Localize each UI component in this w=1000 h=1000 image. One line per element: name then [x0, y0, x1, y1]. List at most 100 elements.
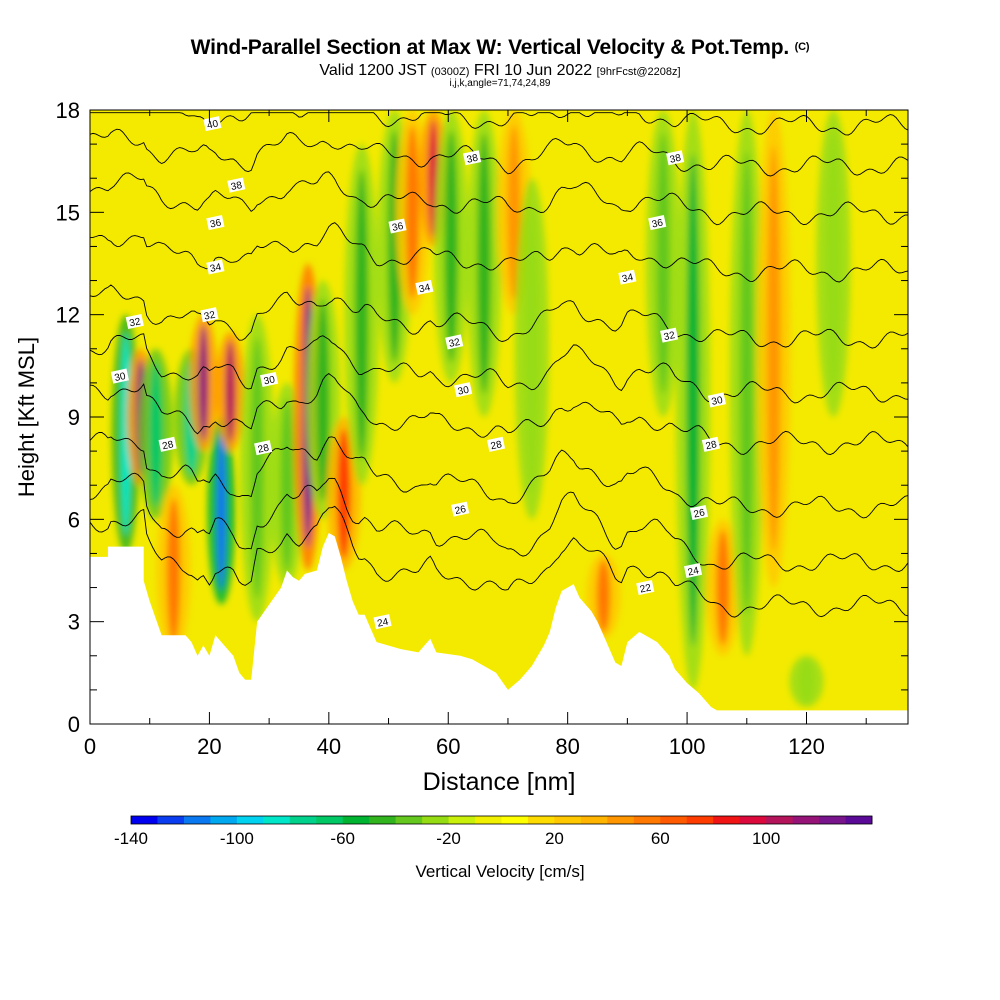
- y-tick-label: 0: [68, 712, 80, 737]
- contour-label-box: [260, 371, 279, 388]
- velocity-core: [799, 659, 814, 704]
- contour-label-box: [454, 382, 473, 398]
- valid-date: FRI 10 Jun 2022: [473, 62, 593, 79]
- contour-label: 38: [227, 177, 246, 193]
- contour-label: 26: [689, 504, 709, 521]
- colorbar-swatch: [527, 816, 555, 824]
- colorbar-swatch: [263, 816, 291, 824]
- y-tick-label: 15: [56, 200, 80, 225]
- colorbar-swatch: [792, 816, 820, 824]
- contour-label-box: [200, 307, 219, 323]
- contour-label-text: 36: [391, 221, 405, 234]
- velocity-core: [477, 133, 491, 394]
- colorbar-tick-label: 60: [651, 829, 670, 848]
- y-tick-label: 9: [68, 405, 80, 430]
- contour-label-text: 28: [705, 439, 719, 452]
- contour-label-box: [388, 218, 407, 234]
- contour-label: 36: [648, 215, 667, 231]
- theta-contour-26: [90, 431, 908, 519]
- contour-label-box: [125, 313, 144, 330]
- colorbar-swatch: [289, 816, 317, 824]
- velocity-core: [656, 133, 670, 394]
- contour-label: 22: [636, 580, 655, 596]
- contour-label-text: 30: [457, 385, 471, 398]
- contour-label-text: 32: [663, 330, 677, 343]
- velocity-core: [525, 203, 539, 494]
- colorbar-swatch: [501, 816, 529, 824]
- theta-contour-28: [90, 373, 908, 455]
- contour-label-text: 24: [376, 617, 390, 630]
- x-tick-label: 60: [436, 734, 460, 759]
- contour-label: 32: [445, 334, 464, 350]
- contour-label-box: [206, 259, 225, 275]
- terrain: [90, 533, 908, 724]
- velocity-core: [250, 337, 264, 599]
- colorbar-swatch: [131, 816, 158, 824]
- contour-label: 26: [451, 501, 470, 517]
- valid-utc: (0300Z): [430, 66, 470, 78]
- colorbar-swatch: [739, 816, 767, 824]
- contour-label-text: 34: [418, 282, 432, 295]
- contour-label: 38: [666, 150, 685, 166]
- y-tick-label: 12: [56, 303, 80, 328]
- contour-label-box: [666, 150, 685, 166]
- colorbar-tick-label: 100: [752, 829, 780, 848]
- contour-label-box: [660, 327, 679, 343]
- velocity-core: [826, 133, 840, 394]
- colorbar-swatch: [342, 816, 370, 824]
- colorbar-swatch: [580, 816, 608, 824]
- colorbar-swatch: [316, 816, 344, 824]
- theta-contour-22: [90, 505, 908, 618]
- contour-label: 34: [206, 259, 225, 275]
- y-tick-label: 3: [68, 610, 80, 635]
- contour-label-text: 26: [693, 507, 707, 520]
- velocity-core: [716, 529, 730, 646]
- velocity-core: [355, 169, 369, 460]
- colorbar-swatch: [713, 816, 741, 824]
- theta-contour-38: [90, 128, 908, 177]
- colorbar-tick-label: -100: [220, 829, 254, 848]
- velocity-core: [166, 498, 181, 643]
- colorbar: -140 -100 -60 -20 20 60 100: [114, 815, 873, 848]
- colorbar-swatch: [607, 816, 635, 824]
- colorbar-frame: [130, 815, 873, 825]
- contour-label-text: 32: [129, 316, 143, 329]
- contour-label-text: 36: [209, 217, 223, 230]
- contour-label: 30: [260, 371, 279, 388]
- velocity-core: [740, 150, 754, 615]
- colorbar-swatch: [422, 816, 449, 824]
- theta-contour-40: [90, 112, 908, 136]
- colorbar-swatch: [686, 816, 714, 824]
- velocity-core: [686, 153, 700, 647]
- contour-label: 24: [373, 614, 392, 630]
- velocity-core: [280, 398, 294, 573]
- colorbar-swatch: [845, 816, 873, 824]
- contour-label: 30: [707, 392, 727, 408]
- contour-label-text: 28: [161, 439, 175, 452]
- contour-label-text: 32: [448, 337, 462, 350]
- colorbar-swatch: [475, 816, 502, 824]
- contour-label-text: 38: [230, 180, 244, 193]
- contour-label: 28: [254, 440, 273, 456]
- contour-label-box: [486, 436, 506, 452]
- x-tick-label: 120: [788, 734, 825, 759]
- x-tick-label: 20: [197, 734, 221, 759]
- theta-contour-36: [90, 171, 908, 226]
- contour-label: 34: [618, 269, 637, 285]
- contour-label: 24: [683, 562, 703, 579]
- contour-label-text: 24: [687, 565, 701, 578]
- contour-label-box: [451, 501, 470, 517]
- velocity-core: [225, 340, 236, 443]
- contour-label-box: [701, 436, 721, 452]
- theta-contours: [90, 112, 908, 618]
- contour-label-text: 36: [651, 217, 665, 230]
- contour-label: 30: [110, 368, 129, 384]
- contour-label-box: [254, 440, 273, 456]
- contour-label-text: 30: [263, 374, 277, 387]
- colorbar-swatch: [369, 816, 397, 824]
- contour-label-box: [227, 177, 246, 193]
- y-axis-label: Height [Kft MSL]: [14, 337, 39, 497]
